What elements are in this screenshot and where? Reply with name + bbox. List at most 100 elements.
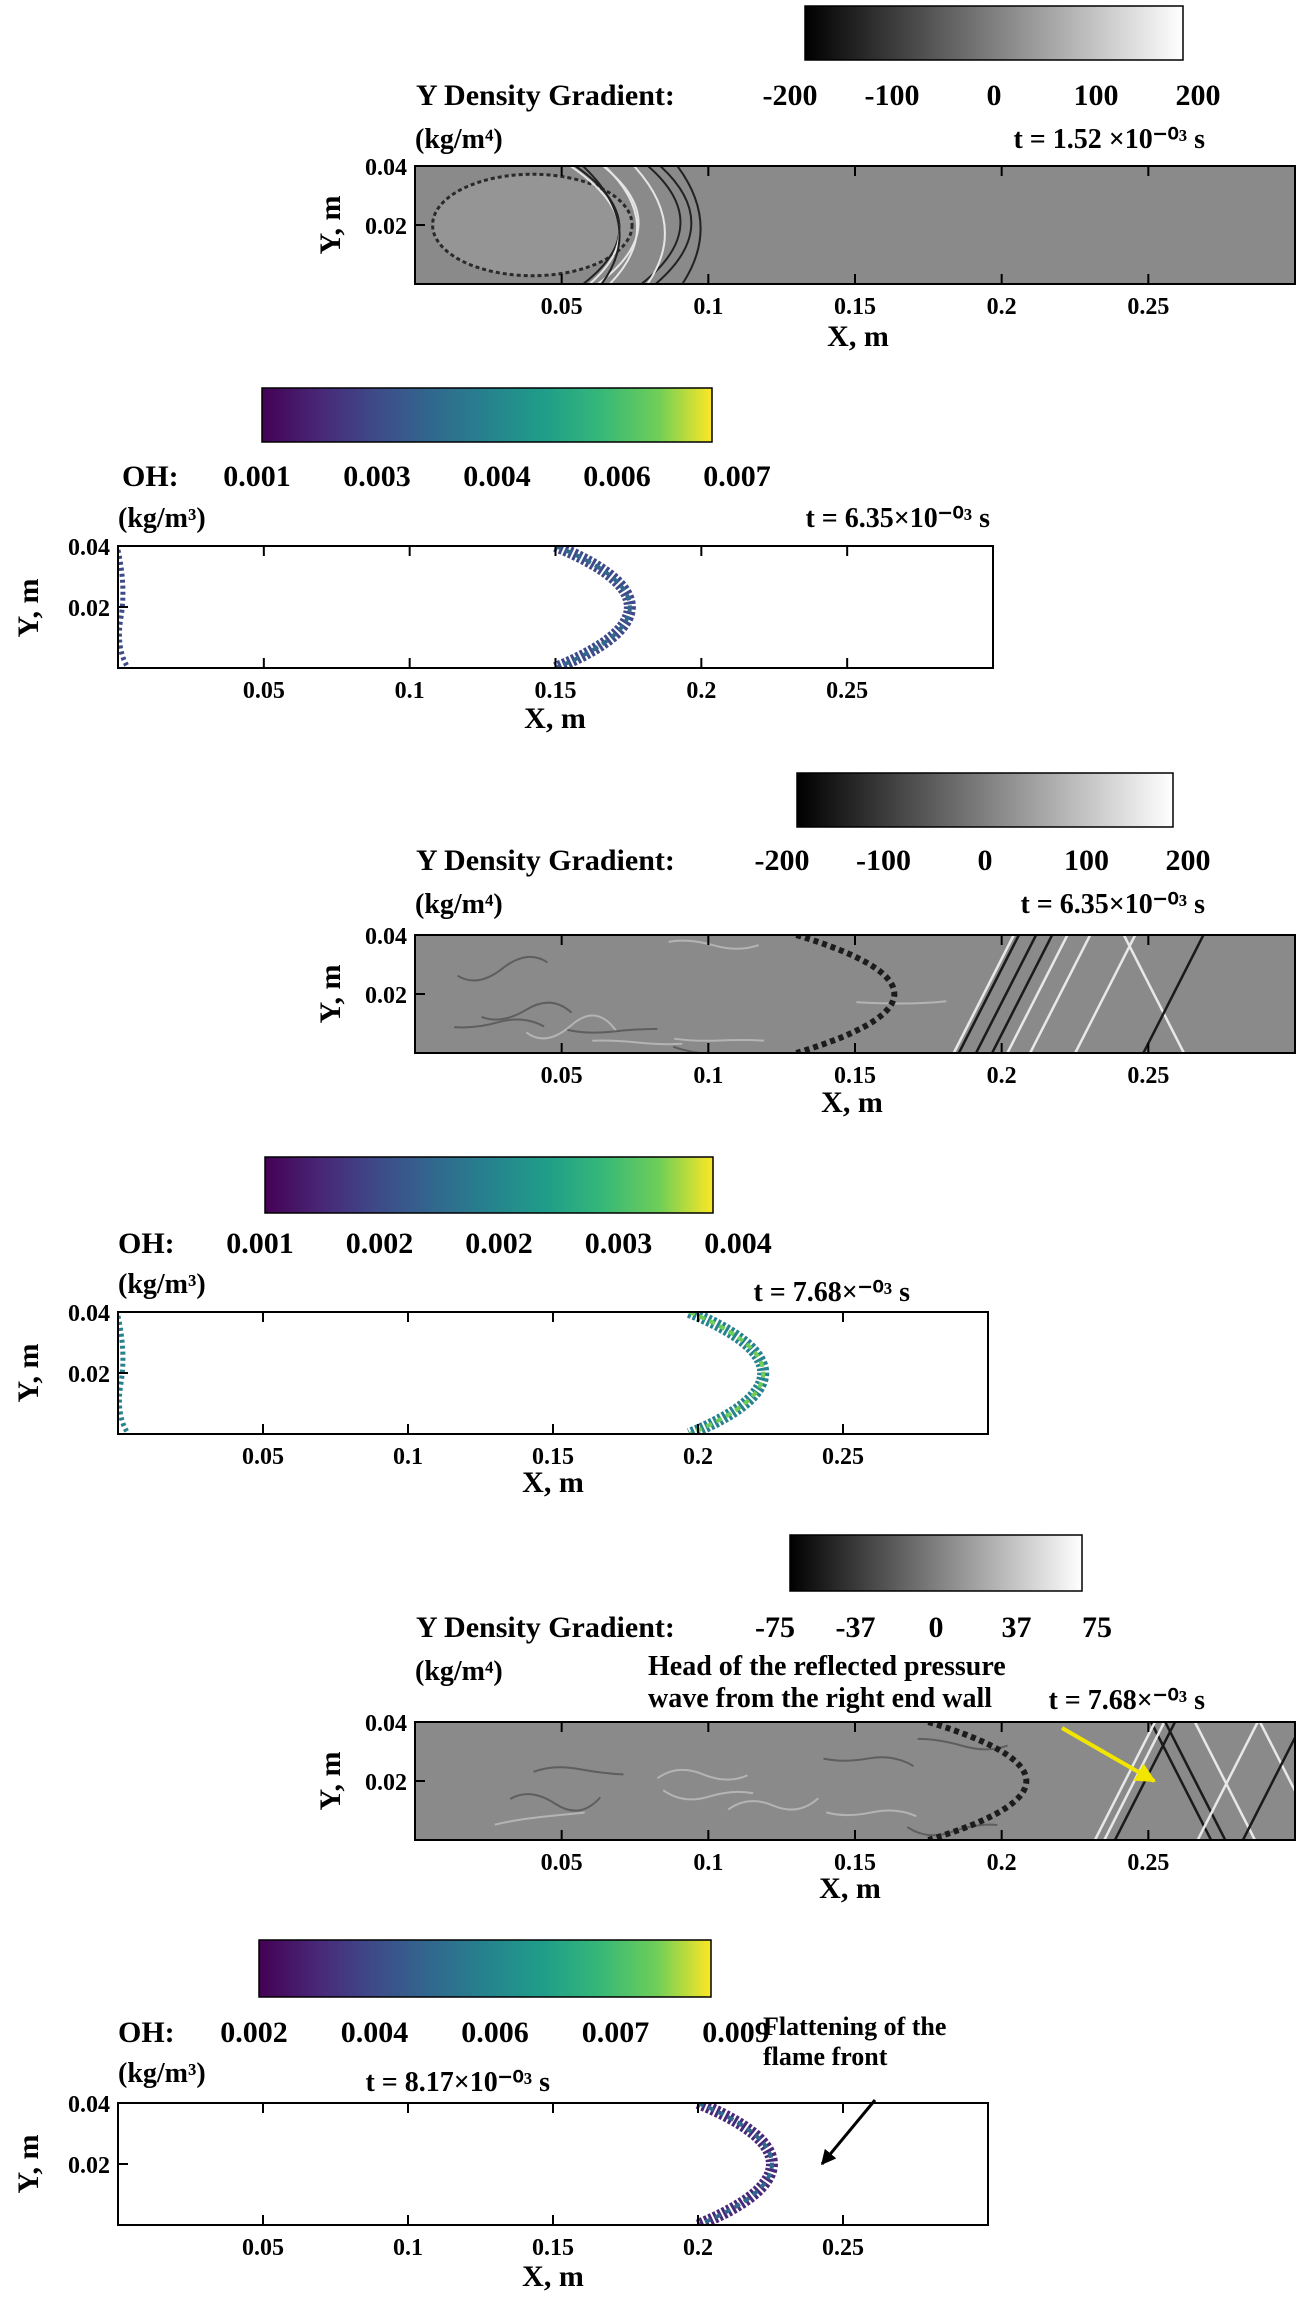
x-axis-label: X, m (819, 1872, 881, 1905)
flow-structure (673, 1037, 765, 1042)
oh-wall-residue (118, 1315, 130, 1434)
chart-panel-3: Y Density Gradient: -200 -100 0 100 200 (kg/m⁴… (314, 772, 1296, 1119)
chart-panel-6: OH: 0.002 0.004 0.006 0.007 0.009 (kg/m³) t = 8… (12, 1939, 989, 2293)
flow-structure (823, 1756, 915, 1767)
bubble-front (431, 172, 634, 278)
x-tick-label: 0.15 (532, 2235, 574, 2261)
colorbar-tick-label: 0 (987, 79, 1002, 112)
unit-label: (kg/m³) (118, 503, 206, 534)
colorbar-tick-label: 0.003 (585, 1227, 653, 1260)
flow-structure (727, 1797, 819, 1811)
shock-line (1142, 935, 1205, 1053)
colorbar-variable-label: OH: (118, 2016, 175, 2049)
y-axis-label: Y, m (314, 965, 347, 1024)
time-label: t = 6.35×10⁻⁰³ s (1020, 889, 1205, 920)
flow-structure (668, 939, 759, 950)
x-tick-label: 0.15 (834, 1063, 876, 1089)
flow-structure (672, 1045, 714, 1053)
field-features (431, 166, 702, 284)
x-tick-label: 0.25 (826, 678, 868, 704)
unit-label: (kg/m³) (118, 1269, 206, 1300)
y-axis-label: Y, m (314, 196, 347, 255)
x-tick-label: 0.1 (393, 1444, 423, 1470)
shock-line (1258, 1722, 1295, 1794)
x-tick-label: 0.05 (541, 1063, 583, 1089)
field-features (454, 935, 1205, 1053)
x-axis-label: X, m (827, 320, 889, 353)
x-axis-label: X, m (522, 2260, 584, 2293)
shock-line (1164, 1722, 1227, 1840)
y-tick-label: 0.04 (365, 924, 407, 950)
colorbar-tick-label: 0.002 (346, 1227, 414, 1260)
colorbar-tick-label: -75 (755, 1611, 795, 1644)
shock-line (1074, 935, 1137, 1053)
time-label: t = 1.52 ×10⁻⁰³ s (1013, 124, 1205, 155)
y-tick-label: 0.02 (68, 2153, 110, 2179)
flow-structure (656, 1768, 748, 1781)
chart-panel-1: Y Density Gradient: -200 -100 0 100 200 (kg/m⁴… (314, 5, 1296, 353)
x-tick-label: 0.1 (693, 1850, 723, 1876)
flow-structure (592, 1039, 683, 1046)
flow-structure (826, 1809, 917, 1818)
y-tick-label: 0.02 (68, 1362, 110, 1388)
x-tick-label: 0.1 (693, 1063, 723, 1089)
chart-panel-5: Y Density Gradient: -75 -37 0 37 75 (kg/m⁴) t =… (314, 1534, 1296, 1905)
oh-flame-front-core (688, 1312, 766, 1434)
chart-panel-4: OH: 0.001 0.002 0.002 0.003 0.004 (kg/m³) t = 7… (12, 1156, 989, 1499)
x-tick-label: 0.1 (693, 294, 723, 320)
shock-line (1241, 1734, 1295, 1840)
plot-field (415, 935, 1295, 1053)
x-tick-label: 0.15 (532, 1444, 574, 1470)
x-tick-label: 0.2 (987, 1850, 1017, 1876)
y-tick-label: 0.02 (365, 1770, 407, 1796)
colorbar-variable-label: OH: (122, 460, 179, 493)
colorbar-tick-label: 0.007 (582, 2016, 650, 2049)
pressure-wave-line (597, 166, 640, 284)
colorbar-tick-label: -200 (763, 79, 818, 112)
colorbar-tick-label: -100 (865, 79, 920, 112)
colorbar (258, 1939, 712, 1998)
shock-line (1193, 1722, 1257, 1840)
y-axis-label: Y, m (12, 1344, 45, 1403)
x-tick-label: 0.25 (1127, 1063, 1169, 1089)
x-tick-label: 0.2 (683, 1444, 713, 1470)
flow-structure (494, 1811, 585, 1826)
plot-field (118, 546, 993, 668)
x-axis-label: X, m (522, 1466, 584, 1499)
colorbar (261, 387, 713, 443)
time-label: t = 6.35×10⁻⁰³ s (805, 503, 990, 534)
time-label: t = 7.68×⁻⁰³ s (753, 1277, 910, 1308)
x-tick-label: 0.05 (243, 678, 285, 704)
colorbar-tick-label: 0.002 (220, 2016, 288, 2049)
flow-structure (454, 1018, 545, 1029)
x-tick-label: 0.25 (1127, 294, 1169, 320)
colorbar-tick-label: 0.009 (702, 2016, 770, 2049)
colorbar-tick-label: -37 (836, 1611, 876, 1644)
colorbar-variable-label: OH: (118, 1227, 175, 1260)
flow-structure (662, 1789, 754, 1801)
x-axis-label: X, m (821, 1086, 883, 1119)
shock-line (1029, 935, 1092, 1053)
flow-structure (567, 1027, 658, 1034)
shock-line (1093, 1722, 1157, 1840)
flame-front-edge (795, 935, 898, 1053)
annotation-text: Flattening of the (763, 2012, 946, 2041)
colorbar-tick-label: -100 (856, 844, 911, 877)
colorbar-tick-label: 0.001 (223, 460, 291, 493)
colorbar (264, 1156, 714, 1214)
colorbar-tick-label: 0.006 (461, 2016, 529, 2049)
annotation-text: wave from the right end wall (648, 1683, 992, 1714)
shock-line (952, 935, 1015, 1053)
x-tick-label: 0.25 (822, 2235, 864, 2261)
x-tick-label: 0.05 (541, 294, 583, 320)
colorbar-variable-label: Y Density Gradient: (416, 1611, 675, 1644)
field-features (695, 2103, 778, 2225)
flow-structure (481, 1001, 573, 1021)
unit-label: (kg/m⁴) (415, 889, 503, 920)
plot-field (415, 1722, 1295, 1840)
colorbar (804, 5, 1184, 61)
y-tick-label: 0.02 (365, 214, 407, 240)
y-axis-label: Y, m (314, 1752, 347, 1811)
flow-structure (906, 1823, 998, 1837)
colorbar-tick-label: 0.007 (703, 460, 771, 493)
